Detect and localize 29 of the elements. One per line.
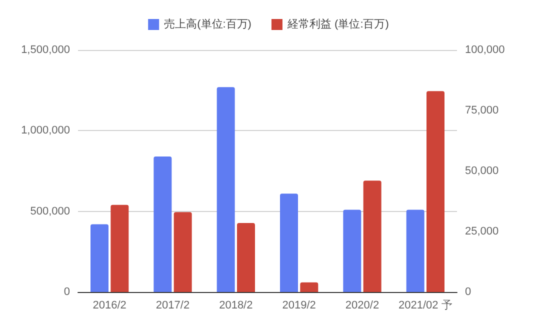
y2-tick-label: 100,000 [465, 44, 505, 56]
bar [363, 180, 382, 292]
y2-tick-label: 50,000 [465, 165, 499, 177]
legend-label: 経常利益 (単位:百万) [286, 18, 389, 30]
bar [426, 91, 444, 292]
bar [236, 223, 255, 292]
x-tick-label: 2019/2 [282, 300, 316, 312]
y-tick-label: 500,000 [30, 205, 70, 218]
bar [154, 156, 172, 292]
y2-tick-label: 75,000 [465, 104, 499, 116]
bar [300, 282, 318, 292]
y-tick-label: 0 [64, 286, 70, 298]
x-tick-label: 2018/2 [219, 300, 253, 312]
x-tick-label: 2020/2 [345, 300, 380, 312]
legend-label: 売上高(単位:百万) [164, 18, 252, 30]
bar [90, 224, 109, 292]
y2-tick-label: 25,000 [465, 226, 499, 238]
x-tick-label: 2016/2 [92, 300, 126, 312]
bar [110, 204, 129, 292]
x-tick-label: 2021/02 予 [398, 300, 452, 312]
y-tick-label: 1,500,000 [21, 44, 70, 56]
y-tick-label: 1,000,000 [21, 124, 70, 137]
bar [406, 210, 424, 292]
y2-tick-label: 0 [465, 286, 472, 298]
x-tick-label: 2017/2 [156, 300, 190, 312]
bar [216, 87, 235, 292]
bar [280, 194, 298, 292]
bar [343, 210, 362, 292]
bar [174, 212, 192, 292]
